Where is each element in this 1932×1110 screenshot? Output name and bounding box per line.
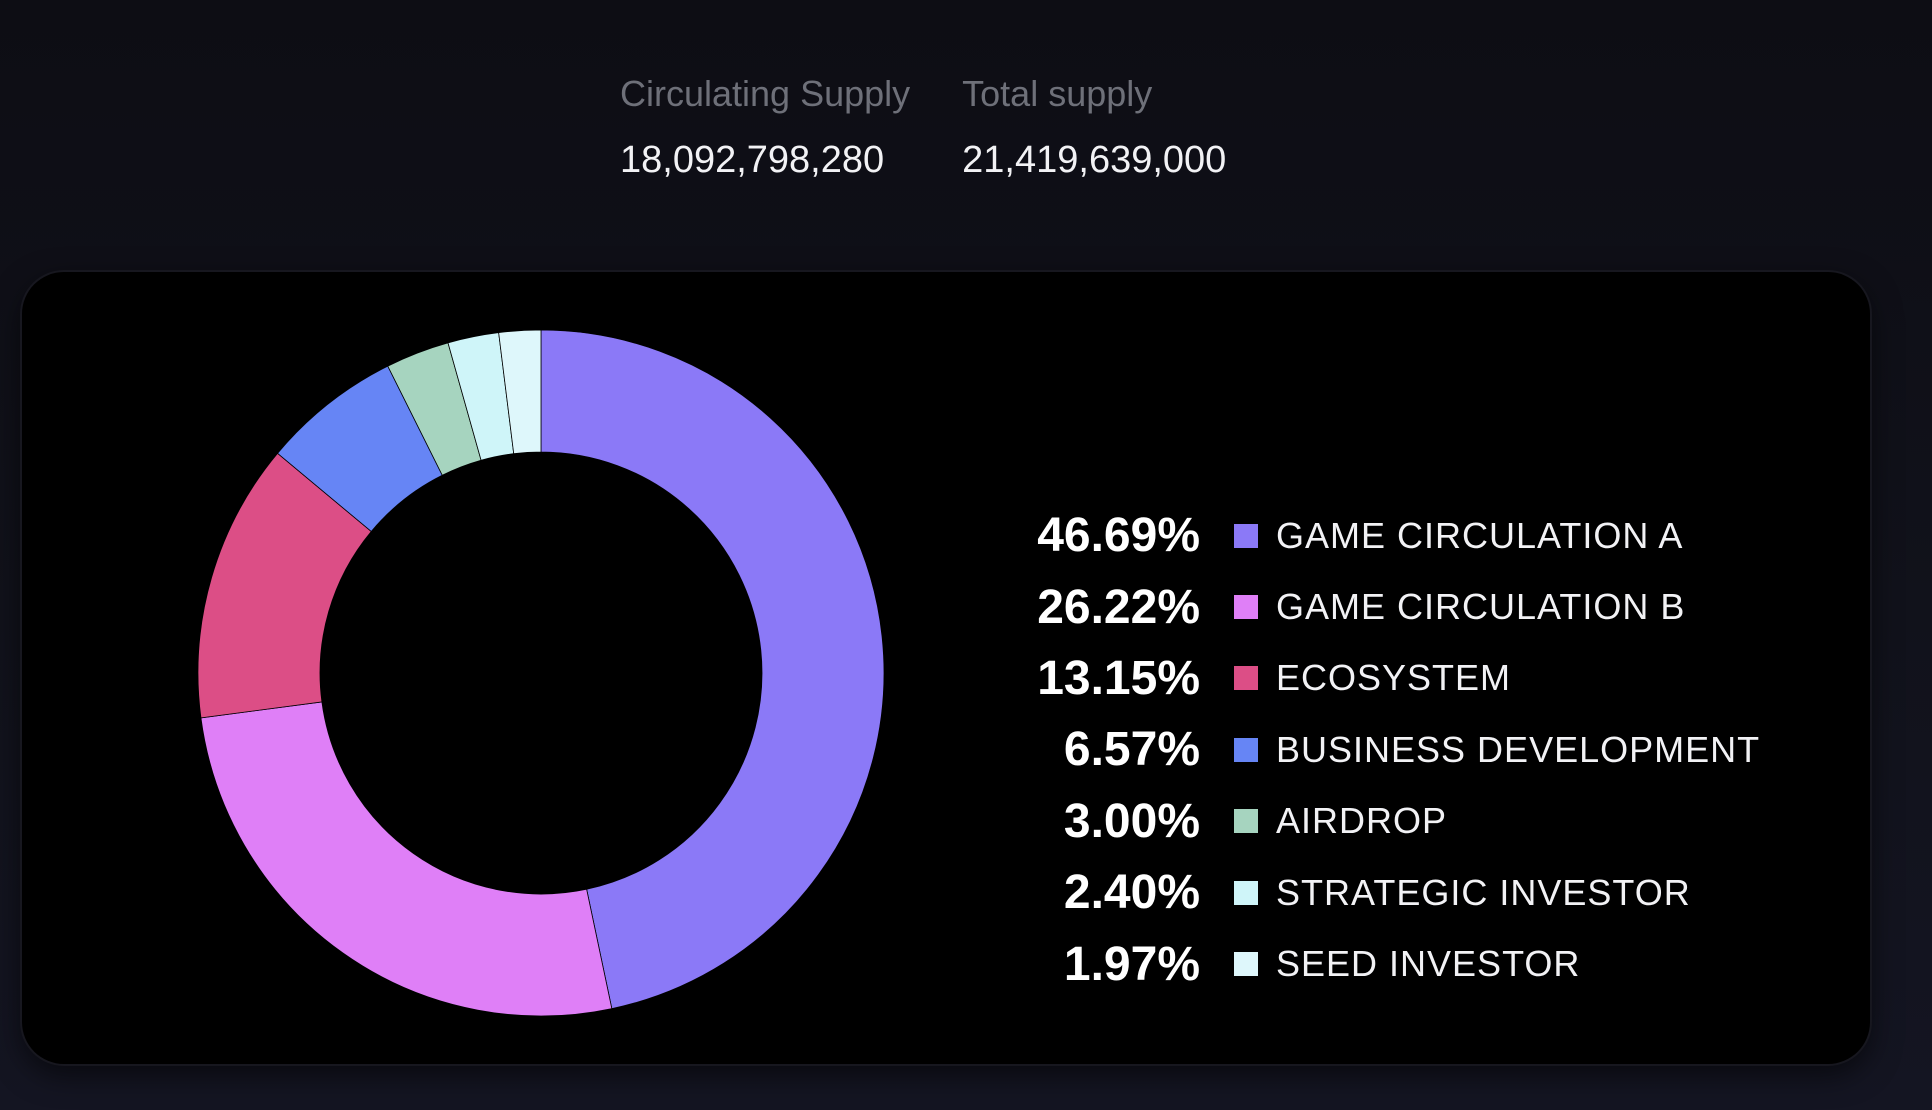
legend-label: GAME CIRCULATION B: [1276, 586, 1686, 628]
legend-label: STRATEGIC INVESTOR: [1276, 871, 1691, 913]
legend-item: 2.40% STRATEGIC INVESTOR: [980, 857, 1760, 928]
legend-label: BUSINESS DEVELOPMENT: [1276, 728, 1761, 770]
circulating-supply-value: 18,092,798,280: [620, 139, 885, 181]
legend-item: 13.15% ECOSYSTEM: [980, 643, 1760, 714]
legend-swatch: [1234, 809, 1258, 834]
legend-percent: 26.22%: [1037, 580, 1200, 634]
legend-item: 1.97% SEED INVESTOR: [980, 928, 1760, 999]
legend-percent: 1.97%: [1063, 937, 1200, 991]
legend-item: 3.00% AIRDROP: [980, 786, 1760, 857]
legend-label: AIRDROP: [1276, 800, 1448, 842]
legend-item: 6.57% BUSINESS DEVELOPMENT: [980, 714, 1760, 785]
donut-chart: [197, 329, 885, 1017]
allocation-card: 46.69% GAME CIRCULATION A 26.22% GAME CIRCU…: [22, 272, 1870, 1064]
legend-percent: 13.15%: [1037, 651, 1200, 705]
legend-label: ECOSYSTEM: [1276, 657, 1512, 699]
legend-label: GAME CIRCULATION A: [1276, 514, 1684, 556]
supply-summary: Circulating Supply 18,092,798,280 Total …: [620, 70, 1226, 184]
circulating-supply-label: Circulating Supply: [620, 73, 911, 114]
total-supply-value: 21,419,639,000: [962, 139, 1227, 181]
total-supply: Total supply 21,419,639,000: [962, 70, 1226, 184]
legend-swatch: [1234, 737, 1258, 762]
legend-percent: 2.40%: [1063, 866, 1200, 920]
legend-swatch: [1234, 595, 1258, 620]
legend-label: SEED INVESTOR: [1276, 943, 1581, 985]
circulating-supply: Circulating Supply 18,092,798,280: [620, 70, 910, 184]
donut-slice-seed-investor: [498, 329, 542, 455]
legend-swatch: [1234, 523, 1258, 548]
donut-slice-game-circulation-a: [540, 329, 885, 1010]
chart-legend: 46.69% GAME CIRCULATION A 26.22% GAME CIRCU…: [980, 500, 1760, 1000]
legend-percent: 3.00%: [1063, 794, 1200, 848]
legend-percent: 6.57%: [1063, 723, 1200, 777]
donut-slice-game-circulation-b: [200, 701, 613, 1017]
legend-item: 46.69% GAME CIRCULATION A: [980, 500, 1760, 571]
legend-percent: 46.69%: [1037, 509, 1200, 563]
legend-item: 26.22% GAME CIRCULATION B: [980, 571, 1760, 642]
legend-swatch: [1234, 952, 1258, 977]
total-supply-label: Total supply: [962, 73, 1153, 114]
legend-swatch: [1234, 880, 1258, 905]
legend-swatch: [1234, 666, 1258, 691]
